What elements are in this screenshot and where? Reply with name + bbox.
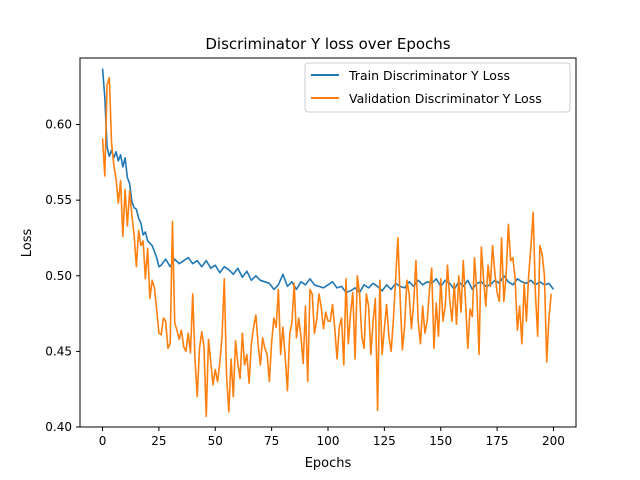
y-axis-label: Loss bbox=[20, 229, 35, 258]
y-tick-label: 0.45 bbox=[45, 344, 72, 358]
y-tick-label: 0.60 bbox=[45, 118, 72, 132]
x-tick-label: 50 bbox=[208, 434, 223, 448]
x-tick-label: 125 bbox=[373, 434, 396, 448]
y-tick-label: 0.40 bbox=[45, 420, 72, 434]
chart-title: Discriminator Y loss over Epochs bbox=[205, 35, 450, 53]
plot-frame bbox=[79, 57, 577, 428]
x-tick-label: 200 bbox=[542, 434, 565, 448]
legend-label-train: Train Discriminator Y Loss bbox=[348, 68, 510, 83]
legend: Train Discriminator Y Loss Validation Di… bbox=[304, 62, 571, 113]
x-axis-label: Epochs bbox=[305, 456, 352, 471]
series-line-train bbox=[101, 68, 555, 294]
x-tick-label: 75 bbox=[264, 434, 279, 448]
y-tick-label: 0.55 bbox=[45, 193, 72, 207]
legend-box bbox=[304, 62, 571, 113]
series-line-validation bbox=[101, 76, 552, 418]
x-tick-label: 150 bbox=[429, 434, 452, 448]
ticks-layer: 0 25 50 75 100 125 150 175 200 0.40 0.45 0.50 0.55 0.… bbox=[45, 118, 565, 448]
legend-label-validation: Validation Discriminator Y Loss bbox=[349, 91, 542, 106]
series-layer bbox=[101, 68, 555, 418]
y-tick-label: 0.50 bbox=[45, 269, 72, 283]
x-tick-label: 0 bbox=[99, 434, 107, 448]
x-tick-label: 25 bbox=[151, 434, 166, 448]
x-tick-label: 100 bbox=[317, 434, 340, 448]
x-tick-label: 175 bbox=[486, 434, 509, 448]
